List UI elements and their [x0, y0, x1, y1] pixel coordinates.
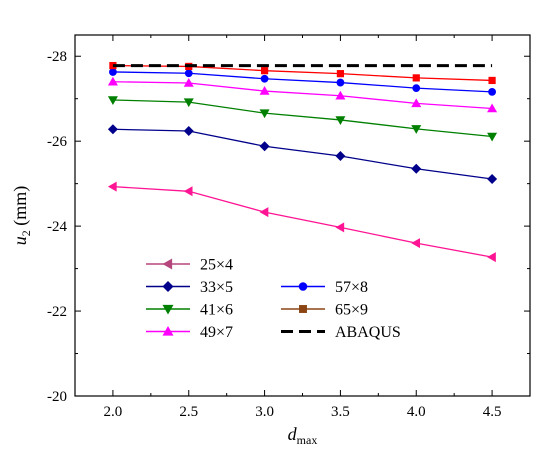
series-line: [112, 81, 493, 110]
y-tick-label: -28: [47, 49, 67, 65]
legend-item-1: 33×5: [146, 279, 233, 296]
data-point: [109, 68, 117, 76]
data-point: [260, 67, 269, 75]
data-point: [260, 74, 269, 83]
legend-label: 65×9: [335, 302, 368, 319]
data-point: [107, 96, 118, 105]
data-point: [412, 84, 421, 92]
data-point: [107, 76, 118, 86]
data-point: [259, 109, 270, 119]
data-point: [335, 222, 345, 233]
plot-area: [107, 61, 498, 263]
legend-item-4: 57×8: [281, 279, 368, 296]
legend-item-6: ABAQUS: [281, 324, 401, 341]
legend: 25×4 33×5 41×6 49×7 57×8 65×9 ABAQUS: [146, 257, 401, 341]
data-point: [411, 98, 422, 108]
legend-label: 49×7: [200, 324, 233, 341]
data-point: [183, 77, 194, 87]
x-tick-label: 3.5: [331, 404, 350, 420]
series-line: [112, 128, 493, 180]
data-point: [107, 181, 117, 192]
data-point: [411, 163, 422, 174]
data-point: [488, 88, 496, 96]
data-point: [487, 252, 496, 263]
legend-label: 41×6: [200, 302, 233, 319]
legend-label: 33×5: [200, 279, 233, 296]
axes: 2.0 2.5 3.0 3.5 4.0 4.5 -20 -22 -24 -26 -28 dmax u2 …: [10, 34, 531, 447]
series-line: [112, 99, 493, 138]
data-point: [487, 132, 498, 142]
x-tick-label: 3.0: [255, 404, 274, 420]
data-point: [335, 151, 346, 162]
legend-label: 25×4: [200, 257, 233, 274]
y-axis-label: u2 (mm): [10, 186, 33, 246]
data-point: [487, 103, 498, 113]
data-point: [411, 238, 420, 249]
y-tick-label: -20: [47, 389, 67, 405]
data-point: [107, 124, 118, 135]
legend-marker: [298, 282, 308, 291]
legend-marker: [162, 304, 174, 315]
y-tick-label: -22: [47, 304, 67, 320]
plot-frame: [74, 34, 531, 397]
data-point: [335, 90, 346, 100]
data-point: [335, 116, 346, 125]
data-point: [183, 98, 194, 108]
y-tick-label: -26: [47, 134, 67, 150]
data-point: [488, 76, 496, 85]
series-3: [107, 76, 498, 113]
data-point: [259, 141, 270, 152]
data-point: [259, 207, 269, 218]
legend-item-5: 65×9: [281, 302, 368, 319]
series-line: [112, 185, 493, 258]
data-point: [184, 69, 193, 78]
x-axis-label: dmax: [288, 424, 318, 447]
series-2: [107, 96, 498, 142]
data-point: [487, 173, 498, 184]
x-tick-label: 4.5: [483, 404, 502, 420]
x-tick-label: 2.5: [179, 404, 198, 420]
y-tick-label: -24: [47, 219, 67, 235]
legend-marker: [162, 281, 174, 292]
x-tick-label: 4.0: [407, 404, 426, 420]
legend-label: ABAQUS: [335, 324, 401, 341]
legend-marker: [299, 305, 307, 313]
data-point: [336, 78, 345, 87]
data-point: [183, 125, 194, 136]
legend-label: 57×8: [335, 279, 368, 296]
data-point: [183, 186, 193, 197]
legend-marker: [162, 258, 173, 270]
series-1: [107, 124, 498, 184]
legend-item-3: 49×7: [146, 324, 233, 341]
x-tick-label: 2.0: [104, 404, 123, 420]
data-point: [259, 86, 270, 95]
data-point: [412, 74, 420, 82]
series-4: [109, 68, 496, 96]
legend-marker: [162, 326, 174, 336]
data-point: [336, 70, 345, 78]
data-point: [411, 125, 422, 134]
series-line: [112, 71, 493, 93]
legend-item-0: 25×4: [146, 257, 233, 274]
legend-item-2: 41×6: [146, 302, 233, 319]
series-0: [107, 181, 496, 263]
